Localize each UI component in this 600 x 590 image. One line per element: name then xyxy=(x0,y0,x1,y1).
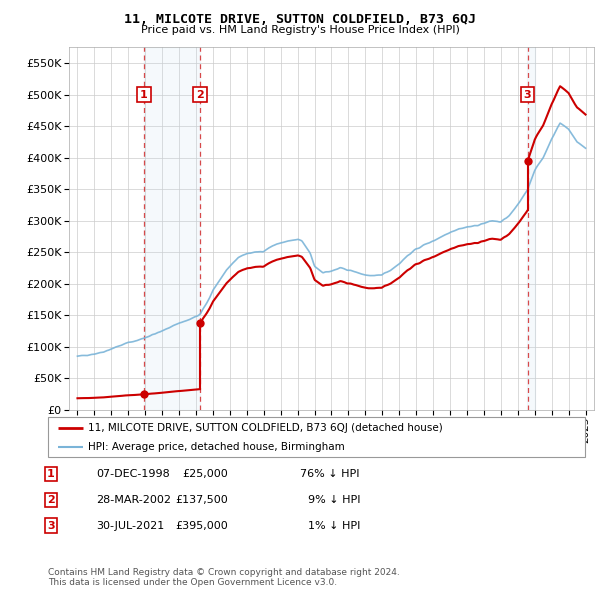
Text: 2: 2 xyxy=(47,495,55,504)
Text: £395,000: £395,000 xyxy=(175,521,228,530)
Text: 28-MAR-2002: 28-MAR-2002 xyxy=(96,495,171,504)
Bar xyxy=(144,47,200,410)
Text: 1: 1 xyxy=(140,90,148,100)
Text: £137,500: £137,500 xyxy=(175,495,228,504)
Text: £25,000: £25,000 xyxy=(182,469,228,478)
Text: 2: 2 xyxy=(196,90,204,100)
Text: Price paid vs. HM Land Registry's House Price Index (HPI): Price paid vs. HM Land Registry's House … xyxy=(140,25,460,35)
Text: Contains HM Land Registry data © Crown copyright and database right 2024.
This d: Contains HM Land Registry data © Crown c… xyxy=(48,568,400,587)
Text: 1: 1 xyxy=(47,469,55,478)
Text: 3: 3 xyxy=(524,90,532,100)
Text: HPI: Average price, detached house, Birmingham: HPI: Average price, detached house, Birm… xyxy=(88,442,345,452)
Text: 07-DEC-1998: 07-DEC-1998 xyxy=(96,469,170,478)
Text: 30-JUL-2021: 30-JUL-2021 xyxy=(96,521,164,530)
Text: 11, MILCOTE DRIVE, SUTTON COLDFIELD, B73 6QJ: 11, MILCOTE DRIVE, SUTTON COLDFIELD, B73… xyxy=(124,13,476,26)
Text: 3: 3 xyxy=(47,521,55,530)
Text: 76% ↓ HPI: 76% ↓ HPI xyxy=(301,469,360,478)
Text: 9% ↓ HPI: 9% ↓ HPI xyxy=(308,495,360,504)
Text: 1% ↓ HPI: 1% ↓ HPI xyxy=(308,521,360,530)
Bar xyxy=(527,47,535,410)
FancyBboxPatch shape xyxy=(48,417,585,457)
Text: 11, MILCOTE DRIVE, SUTTON COLDFIELD, B73 6QJ (detached house): 11, MILCOTE DRIVE, SUTTON COLDFIELD, B73… xyxy=(88,424,443,434)
